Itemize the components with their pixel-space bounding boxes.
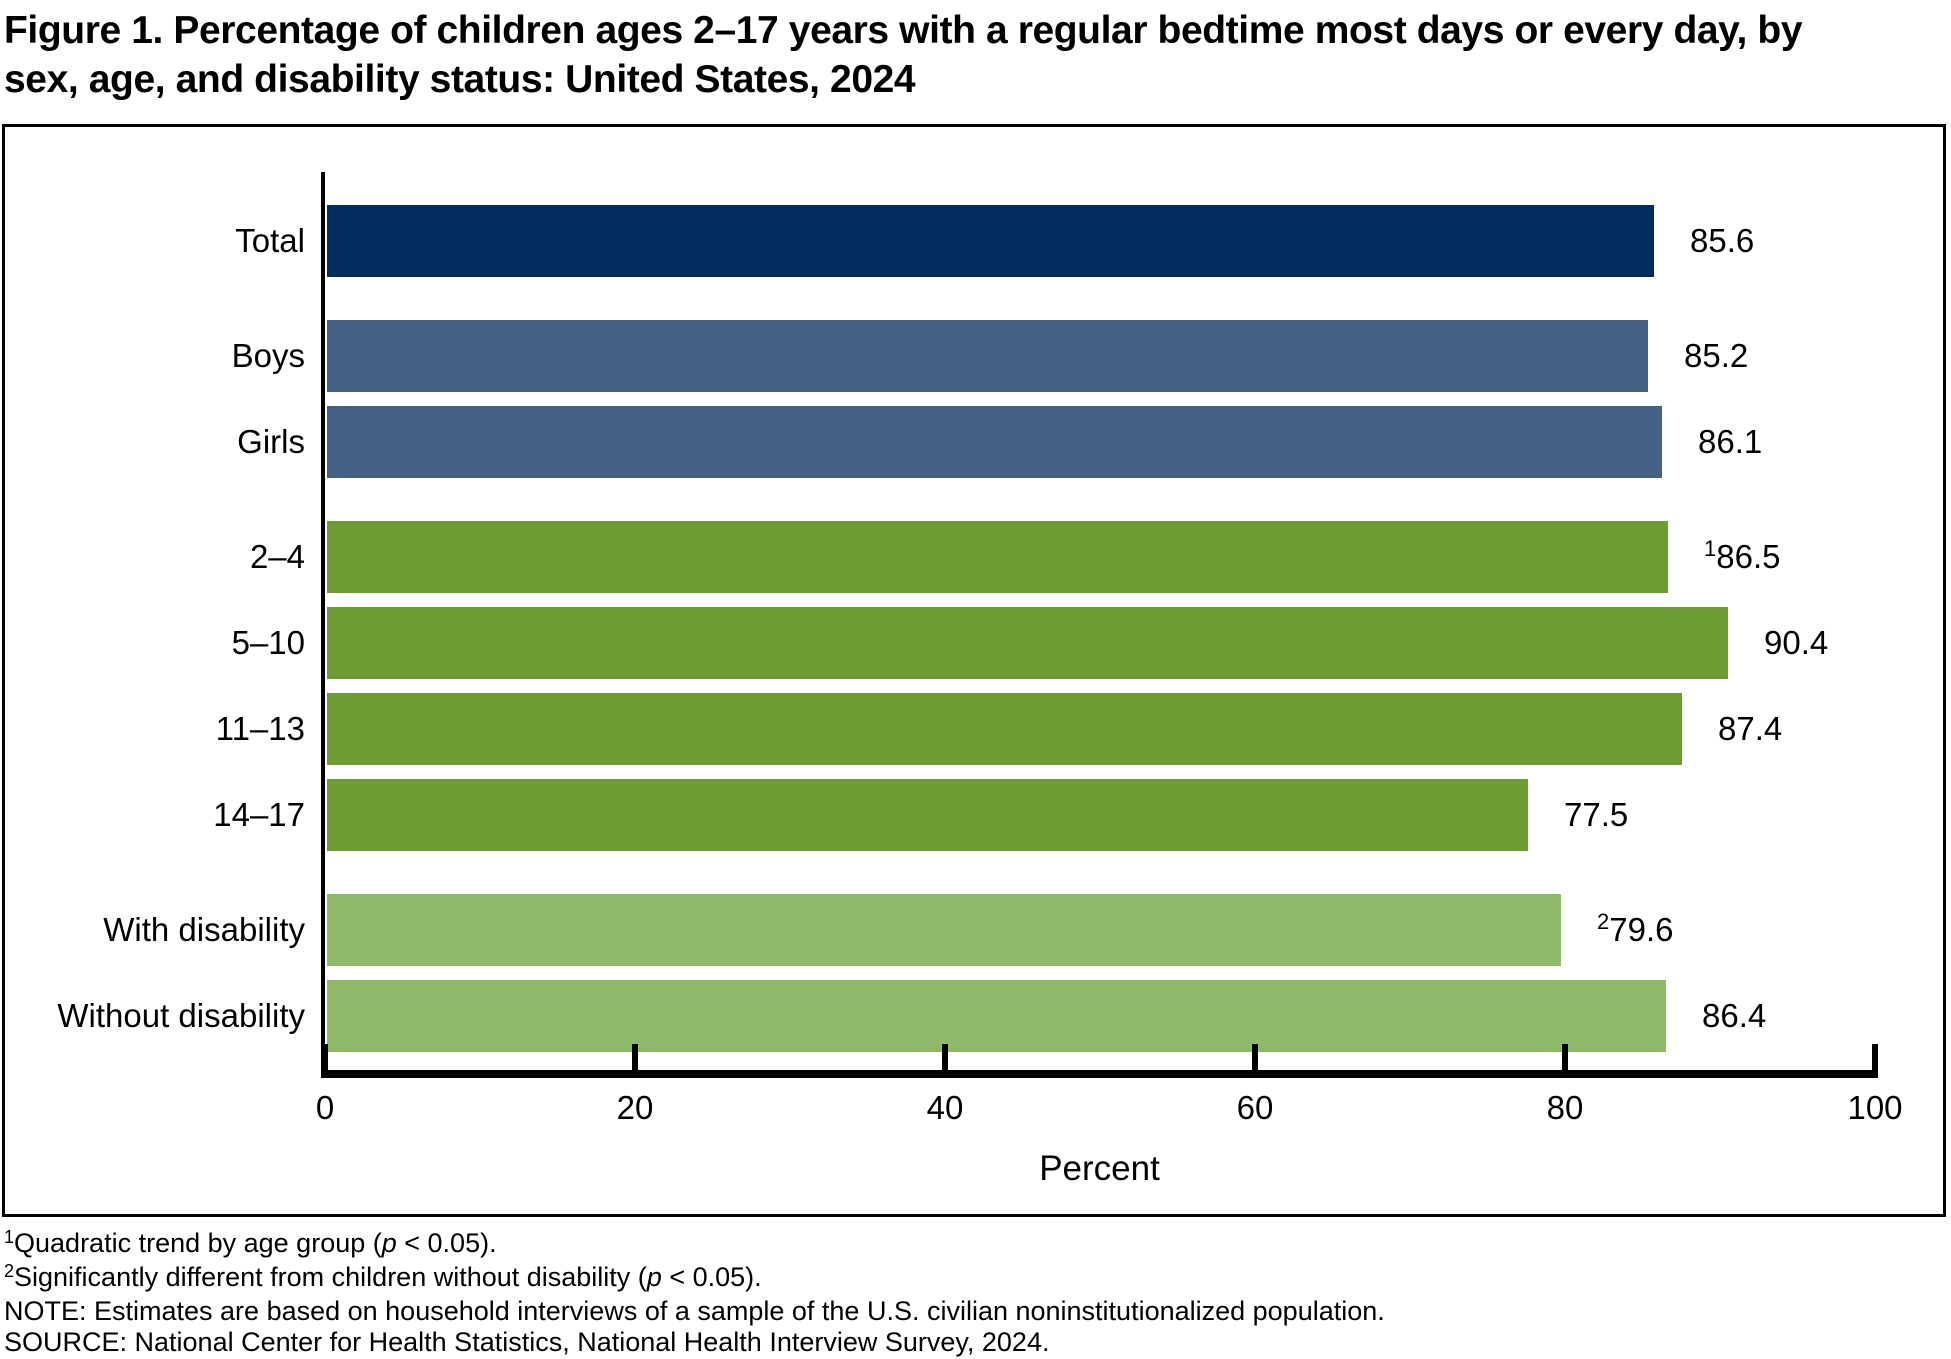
footnote-italic-text: p (646, 1262, 662, 1292)
value-superscript: 2 (1597, 909, 1610, 934)
bar (327, 779, 1528, 851)
tick-label: 60 (1236, 1089, 1274, 1126)
footnote-line: NOTE: Estimates are based on household i… (4, 1296, 1944, 1327)
tick-label: 100 (1847, 1089, 1903, 1126)
value-label: 85.2 (1684, 337, 1749, 374)
value-label: 85.6 (1690, 222, 1755, 259)
footnote-superscript: 2 (4, 1261, 15, 1281)
bar (327, 693, 1682, 765)
tick-mark (1562, 1044, 1568, 1070)
bar-row: With disability 279.6 (5, 894, 1943, 966)
value-label: 186.5 (1704, 536, 1781, 575)
footnote-text: Significantly different from children wi… (14, 1262, 647, 1292)
footnote-text: Quadratic trend by age group ( (14, 1228, 382, 1258)
bar-row: Boys 85.2 (5, 320, 1943, 392)
bar-row: 11–13 87.4 (5, 693, 1943, 765)
bar (327, 205, 1654, 277)
footnote-text: < 0.05). (396, 1228, 497, 1258)
tick-mark (1872, 1044, 1878, 1070)
x-axis-title: Percent (1039, 1149, 1160, 1188)
footnote-text: < 0.05). (661, 1262, 762, 1292)
tick-label: 80 (1546, 1089, 1584, 1126)
bar-row: 5–10 90.4 (5, 607, 1943, 679)
tick-mark (322, 1044, 328, 1070)
x-axis-line (321, 1070, 1878, 1078)
footnote-line: 1Quadratic trend by age group (p < 0.05)… (4, 1227, 1944, 1262)
category-label: Girls (237, 423, 305, 460)
value-label: 279.6 (1597, 909, 1674, 948)
bar-row: Girls 86.1 (5, 406, 1943, 478)
footnotes: 1Quadratic trend by age group (p < 0.05)… (4, 1227, 1944, 1358)
figure-title: Figure 1. Percentage of children ages 2–… (4, 6, 1944, 104)
figure-title-line2: sex, age, and disability status: United … (4, 58, 916, 101)
bar-row: Without disability 86.4 (5, 980, 1943, 1052)
footnote-line: 2Significantly different from children w… (4, 1261, 1944, 1296)
value-label: 90.4 (1764, 624, 1829, 661)
bar (327, 980, 1666, 1052)
tick-label: 20 (616, 1089, 654, 1126)
tick-mark (1252, 1044, 1258, 1070)
value-superscript: 1 (1704, 536, 1717, 561)
bar-row: Total 85.6 (5, 205, 1943, 277)
tick-label: 40 (926, 1089, 964, 1126)
category-label: Without disability (57, 997, 305, 1034)
footnote-superscript: 1 (4, 1227, 15, 1247)
tick-mark (632, 1044, 638, 1070)
category-label: With disability (103, 911, 305, 948)
category-label: Total (235, 222, 305, 259)
value-label: 87.4 (1718, 710, 1783, 747)
y-axis-line (321, 172, 325, 1078)
bar (327, 607, 1728, 679)
bar (327, 320, 1648, 392)
value-label: 86.4 (1702, 997, 1767, 1034)
bar-row: 14–17 77.5 (5, 779, 1943, 851)
category-label: 5–10 (231, 624, 305, 661)
chart-plot-area: Total 85.6 Boys 85.2 Girls 86.1 2–4 186.5 5–10 90… (2, 124, 1946, 1217)
value-label: 86.1 (1698, 423, 1763, 460)
value-label: 77.5 (1564, 796, 1629, 833)
figure-title-line1: Figure 1. Percentage of children ages 2–… (4, 9, 1803, 52)
category-label: 2–4 (249, 538, 305, 575)
bar (327, 406, 1662, 478)
bar (327, 521, 1668, 593)
footnote-text: SOURCE: National Center for Health Stati… (4, 1327, 1050, 1357)
tick-label: 0 (315, 1089, 335, 1126)
category-label: Boys (231, 337, 305, 374)
category-label: 14–17 (213, 796, 305, 833)
footnote-text: NOTE: Estimates are based on household i… (4, 1296, 1385, 1326)
tick-mark (942, 1044, 948, 1070)
bar-row: 2–4 186.5 (5, 521, 1943, 593)
category-label: 11–13 (215, 710, 305, 747)
bar (327, 894, 1561, 966)
footnote-line: SOURCE: National Center for Health Stati… (4, 1327, 1944, 1358)
footnote-italic-text: p (381, 1228, 397, 1258)
